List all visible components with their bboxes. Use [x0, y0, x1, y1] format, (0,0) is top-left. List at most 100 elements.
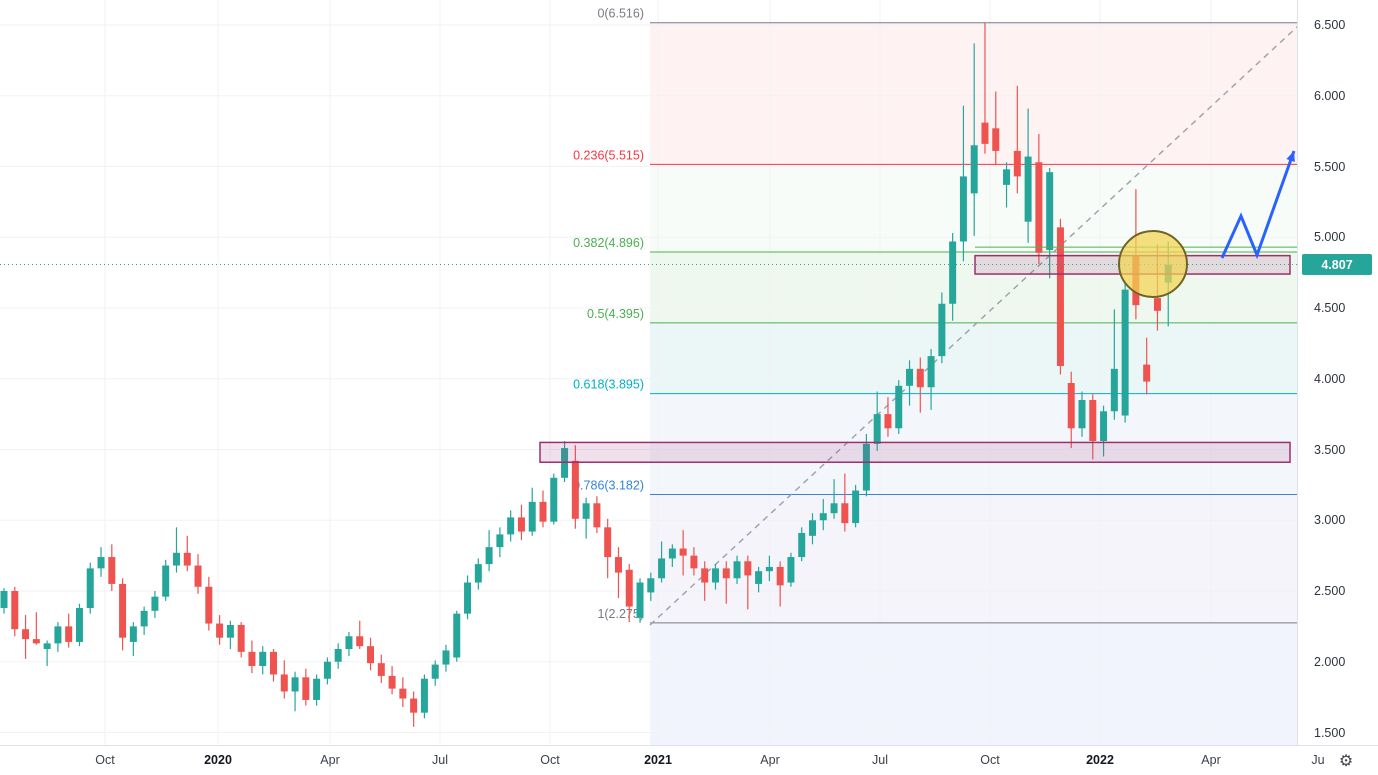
resistance-zone-3.5[interactable]: [539, 441, 1291, 463]
time-tick-label-2021: 2021: [644, 753, 672, 767]
candle-body: [528, 501, 536, 532]
fib-label-0: 0(6.516): [597, 7, 644, 21]
candle-body: [172, 552, 180, 566]
fib-band: [650, 22, 1297, 165]
candle-body: [97, 557, 105, 569]
candle-body: [636, 582, 644, 618]
candle-body: [399, 688, 407, 699]
highlight-circle[interactable]: [1118, 230, 1188, 298]
candle-body: [151, 596, 159, 611]
time-tick-label-apr: Apr: [320, 753, 340, 767]
candle-body: [776, 566, 784, 586]
candle-body: [668, 548, 676, 559]
candle-body: [431, 664, 439, 679]
candle-body: [356, 636, 364, 647]
fib-label-0.618: 0.618(3.895): [573, 378, 644, 392]
candle-body: [517, 517, 525, 532]
candle-body: [22, 629, 30, 640]
candle-body: [270, 651, 277, 675]
candle-body: [226, 624, 234, 638]
price-tick-label: 2.000: [1314, 654, 1346, 669]
candlestick-chart-area[interactable]: 0(6.516) 0.236(5.515) 0.382(4.896) 0.5(4.39…: [0, 0, 1297, 745]
candle-body: [388, 675, 396, 689]
candle-body: [43, 643, 51, 650]
fib-band: [650, 393, 1297, 495]
price-chart-canvas[interactable]: 0(6.516) 0.236(5.515) 0.382(4.896) 0.5(4.39…: [0, 0, 1297, 745]
candle-body: [906, 368, 914, 386]
candle-body: [420, 678, 428, 713]
candle-body: [1013, 150, 1021, 177]
candle-body: [1056, 227, 1064, 367]
candle-body: [1003, 169, 1011, 185]
fib-label-0.5: 0.5(4.395): [587, 307, 644, 321]
candle-body: [593, 503, 601, 528]
candle-body: [237, 624, 245, 652]
candle-body: [970, 145, 978, 194]
candle-body: [798, 532, 806, 558]
candle-body: [755, 571, 763, 584]
candle-body: [701, 568, 709, 583]
price-tick-label: 6.000: [1314, 88, 1346, 103]
candle-body: [32, 639, 40, 644]
time-tick-label-apr: Apr: [1201, 753, 1221, 767]
price-tick-label: 1.500: [1314, 725, 1346, 740]
fib-band: [650, 322, 1297, 394]
candle-body: [496, 534, 504, 548]
candle-body: [614, 557, 622, 573]
candle-body: [129, 626, 137, 642]
price-tick-label: 3.500: [1314, 442, 1346, 457]
time-axis[interactable]: ⚙ Oct 2020 Apr Jul Oct 2021 Apr Jul Oct 2022 Apr Ju: [0, 745, 1378, 775]
candle-body: [1067, 382, 1075, 429]
candle-body: [916, 368, 924, 388]
candle-body: [841, 503, 849, 524]
candle-body: [733, 561, 741, 579]
projection-arrow[interactable]: [1220, 150, 1296, 260]
candle-body: [959, 176, 967, 242]
axis-settings-gear-icon[interactable]: ⚙: [1334, 749, 1358, 773]
candle-body: [205, 586, 213, 624]
candle-body: [86, 568, 94, 608]
candle-body: [679, 548, 687, 556]
candle-body: [75, 607, 83, 642]
price-tick-label: 4.000: [1314, 371, 1346, 386]
candle-body: [464, 582, 472, 614]
dashed-trendline[interactable]: [649, 15, 1297, 626]
candle-body: [647, 578, 655, 593]
candle-body: [485, 547, 493, 565]
price-tick-label: 5.500: [1314, 159, 1346, 174]
candle-body: [744, 561, 752, 576]
price-tick-label: 5.000: [1314, 230, 1346, 245]
candle-body: [711, 568, 719, 583]
candle-body: [259, 651, 267, 666]
candle-body: [1121, 289, 1129, 416]
candle-body: [571, 460, 579, 519]
candle-body: [949, 241, 957, 304]
candle-body: [1046, 172, 1054, 250]
time-tick-label-oct: Oct: [980, 753, 1000, 767]
candle-body: [809, 520, 816, 536]
candle-body: [658, 558, 666, 579]
candle-body: [862, 443, 870, 491]
candle-body: [11, 591, 19, 630]
candle-body: [690, 555, 698, 569]
price-tick-label: 3.000: [1314, 513, 1346, 528]
time-tick-label-oct: Oct: [540, 753, 560, 767]
candle-body: [1024, 156, 1032, 222]
candle-body: [280, 674, 288, 692]
candle-body: [1100, 411, 1108, 442]
candle-body: [54, 626, 62, 644]
candle-body: [830, 503, 838, 514]
time-tick-label-oct: Oct: [95, 753, 115, 767]
candle-body: [313, 678, 321, 700]
candle-body: [0, 591, 8, 608]
fib-label-0.786: 0.786(3.182): [573, 478, 644, 492]
time-tick-label-jul: Jul: [872, 753, 888, 767]
candle-body: [884, 414, 892, 429]
candle-body: [302, 677, 310, 700]
candle-body: [787, 557, 795, 583]
price-axis[interactable]: 4.807 6.500 6.000 5.500 5.000 4.500 4.000 3.50…: [1297, 0, 1378, 745]
candle-body: [323, 661, 331, 679]
candle-body: [927, 356, 935, 388]
candle-body: [291, 677, 299, 692]
candle-body: [852, 490, 860, 524]
